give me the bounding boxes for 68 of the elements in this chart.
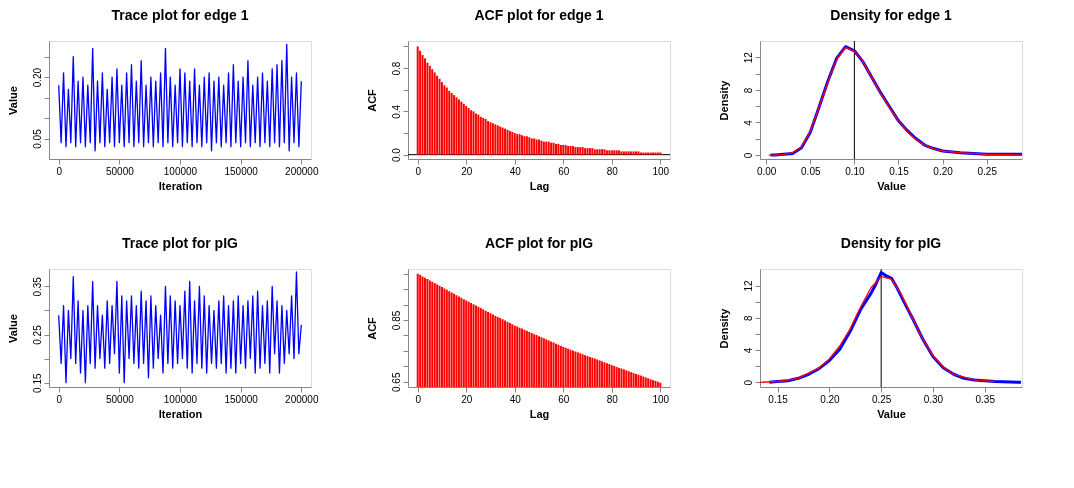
- x-axis-title: Iteration: [158, 179, 203, 192]
- x-tick-label: 100000: [163, 393, 198, 405]
- y-tick-label: 0.0: [390, 147, 402, 163]
- x-tick-label: 150000: [224, 393, 259, 405]
- x-tick-label: 0.30: [923, 393, 944, 405]
- x-tick-label: 0: [415, 165, 422, 177]
- x-axis-title: Value: [877, 407, 906, 420]
- y-axis-title: Value: [6, 314, 19, 343]
- x-tick-label: 80: [606, 393, 619, 405]
- chart-title: ACF plot for pIG: [484, 235, 594, 251]
- x-tick-label: 0: [56, 165, 63, 177]
- y-tick-label: 8: [742, 87, 754, 94]
- chart-title: Trace plot for pIG: [122, 235, 239, 251]
- x-tick-label: 100: [652, 165, 670, 177]
- x-tick-label: 40: [509, 393, 522, 405]
- x-tick-label: 0.20: [820, 393, 841, 405]
- x-tick-label: 50000: [105, 393, 135, 405]
- y-tick-label: 0.4: [390, 104, 402, 119]
- x-axis-title: Iteration: [158, 407, 203, 420]
- y-tick-label: 12: [742, 51, 754, 64]
- x-tick-label: 20: [461, 165, 473, 177]
- x-tick-label: 200000: [285, 165, 319, 177]
- x-tick-label: 0.15: [768, 393, 789, 405]
- y-tick-label: 0.8: [390, 61, 402, 76]
- x-tick-label: 20: [461, 393, 473, 405]
- chart-title: ACF plot for edge 1: [474, 7, 604, 23]
- x-axis-title: Lag: [529, 179, 550, 192]
- x-tick-label: 0.35: [975, 393, 996, 405]
- x-tick-label: 200000: [285, 393, 319, 405]
- x-tick-label: 0.10: [845, 165, 866, 177]
- y-tick-label: 12: [742, 280, 754, 292]
- x-tick-label: 150000: [224, 165, 259, 177]
- x-tick-label: 0.25: [977, 165, 998, 177]
- x-tick-label: 0.05: [801, 165, 821, 177]
- x-tick-label: 0: [56, 393, 63, 405]
- y-tick-label: 0.25: [31, 324, 43, 345]
- x-tick-label: 60: [558, 165, 570, 177]
- x-tick-label: 100000: [163, 165, 198, 177]
- y-tick-label: 0.20: [31, 67, 43, 88]
- y-tick-label: 0.65: [390, 372, 402, 392]
- y-tick-label: 4: [742, 347, 754, 354]
- y-tick-label: 0.85: [390, 310, 402, 331]
- y-axis-title: Density: [717, 307, 730, 349]
- y-axis-title: ACF: [365, 316, 378, 340]
- x-tick-label: 40: [509, 165, 522, 177]
- y-tick-label: 8: [742, 315, 754, 322]
- y-tick-label: 0: [742, 152, 754, 159]
- x-tick-label: 0.25: [871, 393, 892, 405]
- y-tick-label: 0.05: [31, 128, 43, 149]
- y-tick-label: 0: [742, 379, 754, 386]
- y-tick-label: 4: [742, 119, 754, 126]
- x-tick-label: 50000: [105, 165, 135, 177]
- y-tick-label: 0.35: [31, 276, 43, 297]
- x-tick-label: 0.15: [889, 165, 910, 177]
- y-axis-title: ACF: [365, 88, 378, 112]
- y-axis-title: Density: [717, 79, 730, 121]
- x-axis-title: Lag: [529, 407, 550, 420]
- x-tick-label: 0.20: [933, 165, 954, 177]
- chart-title: Density for pIG: [840, 235, 942, 251]
- x-tick-label: 60: [558, 393, 570, 405]
- chart-title: Density for edge 1: [830, 7, 952, 23]
- chart-title: Trace plot for edge 1: [111, 7, 249, 23]
- y-axis-title: Value: [6, 86, 19, 115]
- x-tick-label: 80: [606, 165, 619, 177]
- x-axis-title: Value: [877, 179, 906, 192]
- x-tick-label: 100: [652, 393, 670, 405]
- x-tick-label: 0: [415, 393, 422, 405]
- x-tick-label: 0.00: [756, 165, 777, 177]
